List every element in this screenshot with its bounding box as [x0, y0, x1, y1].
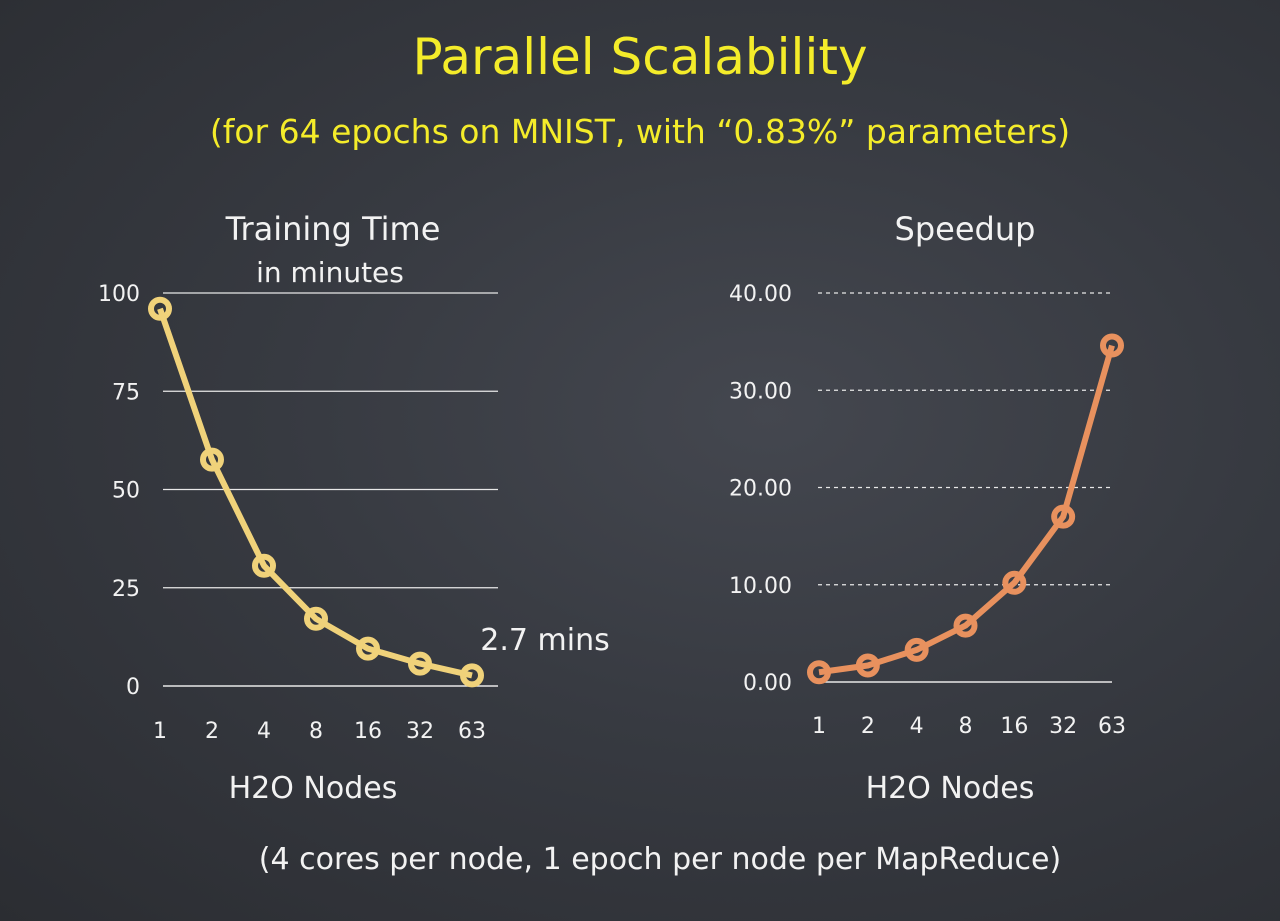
speedup-xtick-label: 63 [1098, 714, 1126, 739]
training-xtick-label: 1 [153, 719, 167, 744]
speedup-chart-title: Speedup [895, 210, 1036, 248]
training-xtick-label: 2 [205, 719, 219, 744]
training-xtick-label: 16 [354, 719, 382, 744]
training-data-point [304, 606, 328, 631]
footnote: (4 cores per node, 1 epoch per node per … [258, 842, 1062, 877]
speedup-xtick-label: 32 [1049, 714, 1077, 739]
training-ytick-label: 25 [112, 577, 140, 602]
training-xtick-label: 32 [406, 719, 434, 744]
speedup-xlabel: H2O Nodes [866, 771, 1035, 806]
speedup-series-line [818, 344, 1115, 676]
speedup-ytick-label: 30.00 [729, 379, 792, 404]
speedup-data-point [807, 660, 831, 685]
speedup-ytick-label: 20.00 [729, 477, 792, 502]
speedup-data-point [1051, 504, 1076, 529]
training-ytick-label: 50 [112, 479, 140, 504]
slide-subtitle: (for 64 epochs on MNIST, with “0.83%” pa… [209, 112, 1071, 151]
training-xtick-label: 63 [458, 719, 486, 744]
training-data-point [460, 663, 484, 688]
training-xlabel: H2O Nodes [229, 771, 398, 806]
speedup-xtick-label: 2 [861, 714, 875, 739]
training-annotation: 2.7 mins [480, 623, 609, 658]
speedup-data-point [953, 613, 978, 638]
speedup-xtick-label: 8 [959, 714, 973, 739]
speedup-data-point [855, 653, 880, 678]
training-ytick-label: 0 [126, 675, 140, 700]
training-data-point [356, 636, 380, 661]
training-chart-title: Training Time [225, 210, 441, 248]
training-xtick-label: 8 [309, 719, 323, 744]
speedup-xtick-label: 4 [910, 714, 924, 739]
training-ytick-label: 75 [112, 380, 140, 405]
speedup-data-point [904, 637, 929, 662]
training-xtick-label: 4 [257, 719, 271, 744]
training-ytick-label: 100 [98, 282, 140, 307]
speedup-data-point [1002, 570, 1027, 595]
training-data-point [408, 651, 432, 676]
speedup-ytick-label: 0.00 [743, 671, 792, 696]
speedup-ytick-label: 10.00 [729, 574, 792, 599]
training-data-point [148, 296, 172, 321]
speedup-xtick-label: 1 [812, 714, 826, 739]
training-series-line [157, 307, 473, 679]
speedup-data-point [1100, 333, 1124, 358]
training-data-point [200, 447, 224, 472]
speedup-xtick-label: 16 [1000, 714, 1028, 739]
slide-title: Parallel Scalability [412, 28, 868, 86]
speedup-ytick-label: 40.00 [729, 282, 792, 307]
training-chart-subtitle: in minutes [256, 256, 404, 289]
training-data-point [252, 553, 276, 578]
